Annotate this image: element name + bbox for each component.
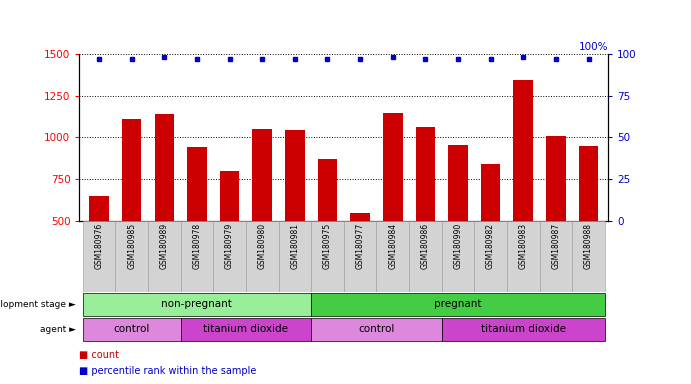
Text: GSM180975: GSM180975 (323, 223, 332, 269)
Bar (350, 213, 370, 221)
Text: GSM180980: GSM180980 (258, 223, 267, 269)
Bar (415, 127, 435, 221)
Text: GSM180987: GSM180987 (551, 223, 560, 269)
Text: 100%: 100% (578, 42, 608, 52)
Bar (344, 221, 377, 292)
Bar (377, 221, 409, 292)
Text: titanium dioxide: titanium dioxide (203, 324, 288, 334)
Bar (214, 221, 246, 292)
Bar (409, 221, 442, 292)
Bar (513, 79, 533, 221)
Bar (572, 221, 605, 292)
Bar (89, 196, 108, 221)
Text: control: control (113, 324, 150, 334)
Bar (448, 145, 468, 221)
Bar (187, 147, 207, 221)
Bar (115, 221, 148, 292)
Bar (278, 221, 311, 292)
Text: GSM180990: GSM180990 (453, 223, 462, 269)
Bar (442, 221, 474, 292)
Bar (442, 318, 605, 341)
Text: ■ percentile rank within the sample: ■ percentile rank within the sample (79, 366, 257, 376)
Bar (252, 129, 272, 221)
Text: pregnant: pregnant (434, 299, 482, 310)
Bar (246, 221, 278, 292)
Text: GSM180979: GSM180979 (225, 223, 234, 269)
Bar (148, 221, 180, 292)
Bar (285, 130, 305, 221)
Text: GSM180983: GSM180983 (519, 223, 528, 269)
Text: GSM180988: GSM180988 (584, 223, 593, 269)
Text: titanium dioxide: titanium dioxide (481, 324, 566, 334)
Text: ■ count: ■ count (79, 350, 120, 360)
Bar (546, 136, 566, 221)
Text: control: control (358, 324, 395, 334)
Text: GSM180986: GSM180986 (421, 223, 430, 269)
Text: GSM180982: GSM180982 (486, 223, 495, 269)
Bar (220, 170, 239, 221)
Bar (83, 293, 311, 316)
Bar (578, 146, 598, 221)
Text: GSM180981: GSM180981 (290, 223, 299, 269)
Text: non-pregnant: non-pregnant (162, 299, 232, 310)
Bar (383, 113, 402, 221)
Text: GSM180977: GSM180977 (356, 223, 365, 269)
Bar (474, 221, 507, 292)
Bar (311, 293, 605, 316)
Bar (311, 318, 442, 341)
Bar (481, 164, 500, 221)
Bar (180, 221, 214, 292)
Bar (83, 221, 115, 292)
Text: GSM180985: GSM180985 (127, 223, 136, 269)
Text: GSM180984: GSM180984 (388, 223, 397, 269)
Text: GSM180989: GSM180989 (160, 223, 169, 269)
Bar (155, 114, 174, 221)
Bar (311, 221, 344, 292)
Text: development stage ►: development stage ► (0, 300, 76, 309)
Text: agent ►: agent ► (40, 325, 76, 334)
Text: GSM180976: GSM180976 (95, 223, 104, 269)
Text: GSM180978: GSM180978 (192, 223, 202, 269)
Bar (540, 221, 572, 292)
Bar (507, 221, 540, 292)
Bar (180, 318, 311, 341)
Bar (122, 119, 142, 221)
Bar (83, 318, 180, 341)
Bar (318, 159, 337, 221)
